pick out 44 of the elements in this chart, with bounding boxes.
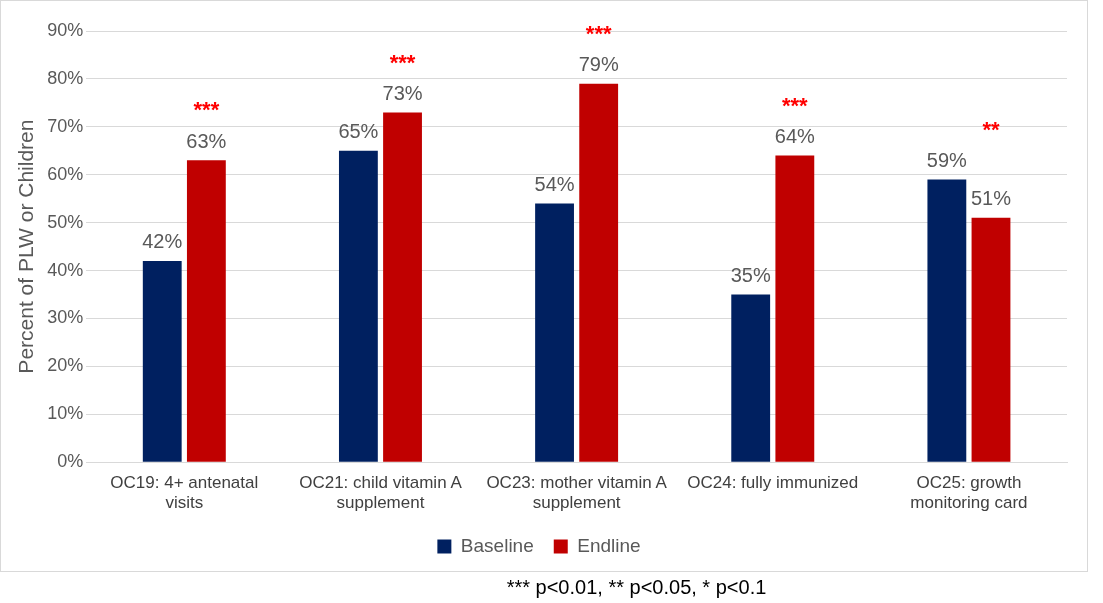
y-tick-label: 40% <box>47 259 84 280</box>
y-tick-label: 70% <box>47 115 84 136</box>
bar <box>338 150 378 462</box>
bar <box>535 203 574 462</box>
bar <box>971 217 1011 462</box>
annotation: *** <box>781 92 809 118</box>
y-tick-label: 60% <box>47 163 84 184</box>
y-axis-title: Percent of PLW or Children <box>14 119 38 374</box>
text: *** p<0.01, ** p<0.05, * p<0.1 <box>505 576 768 599</box>
legend-label: Baseline <box>460 534 534 556</box>
y-tick-label: 30% <box>47 307 84 328</box>
y-tick-label: 0% <box>57 451 84 472</box>
data-label: 79% <box>578 53 619 76</box>
bar <box>142 260 182 462</box>
data-label: 59% <box>926 149 968 172</box>
x-tick-label: OC25: growth monitoring card <box>910 473 1028 513</box>
x-tick-label: OC19: 4+ antenatal visits <box>110 473 259 513</box>
y-tick-label: 80% <box>47 67 84 88</box>
data-label: 51% <box>970 187 1012 210</box>
x-tick-label: OC23: mother vitamin A supplement <box>486 473 668 513</box>
data-label: 35% <box>730 264 771 287</box>
data-label: 64% <box>774 125 816 148</box>
x-tick-label: OC21: child vitamin A supplement <box>299 473 463 513</box>
legend-label: Endline <box>577 534 641 556</box>
bar <box>927 179 967 462</box>
x-tick-label: OC24: fully immunized <box>687 473 859 493</box>
y-tick-label: 10% <box>47 403 84 424</box>
data-label: 65% <box>338 120 379 143</box>
data-label: 54% <box>534 173 575 195</box>
bar <box>775 155 815 462</box>
annotation: *** <box>389 49 416 75</box>
y-tick-label: 50% <box>47 211 84 232</box>
y-tick-label: 90% <box>47 19 84 40</box>
bar <box>579 83 619 462</box>
annotation: *** <box>585 20 612 46</box>
bar <box>186 160 226 462</box>
data-label: 42% <box>142 230 183 253</box>
annotation: ** <box>982 116 1000 142</box>
bar <box>383 112 422 462</box>
annotation: *** <box>193 97 220 123</box>
y-tick-label: 20% <box>47 355 84 376</box>
bar <box>731 294 771 462</box>
data-label: 63% <box>186 129 227 152</box>
data-label: 73% <box>382 81 423 104</box>
